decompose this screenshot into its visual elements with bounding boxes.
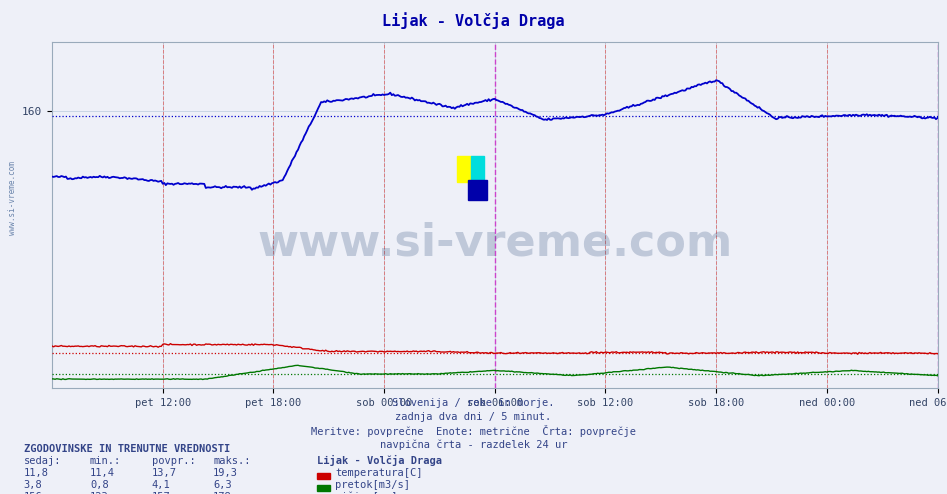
Text: 11,4: 11,4: [90, 468, 115, 478]
Text: 13,7: 13,7: [152, 468, 176, 478]
Text: 4,1: 4,1: [152, 480, 170, 490]
Text: 178: 178: [213, 492, 232, 494]
Text: 156: 156: [24, 492, 43, 494]
Text: www.si-vreme.com: www.si-vreme.com: [258, 221, 732, 264]
Text: 3,8: 3,8: [24, 480, 43, 490]
Text: Meritve: povprečne  Enote: metrične  Črta: povprečje: Meritve: povprečne Enote: metrične Črta:…: [311, 425, 636, 437]
Text: Lijak - Volčja Draga: Lijak - Volčja Draga: [317, 455, 442, 466]
Text: Slovenija / reke in morje.: Slovenija / reke in morje.: [392, 398, 555, 408]
Text: pretok[m3/s]: pretok[m3/s]: [335, 480, 410, 490]
Text: www.si-vreme.com: www.si-vreme.com: [8, 161, 17, 235]
Text: zadnja dva dni / 5 minut.: zadnja dva dni / 5 minut.: [396, 412, 551, 421]
Text: povpr.:: povpr.:: [152, 456, 195, 466]
Text: maks.:: maks.:: [213, 456, 251, 466]
Text: sedaj:: sedaj:: [24, 456, 62, 466]
Text: ZGODOVINSKE IN TRENUTNE VREDNOSTI: ZGODOVINSKE IN TRENUTNE VREDNOSTI: [24, 444, 230, 454]
Text: 0,8: 0,8: [90, 480, 109, 490]
Text: min.:: min.:: [90, 456, 121, 466]
Text: Lijak - Volčja Draga: Lijak - Volčja Draga: [383, 12, 564, 29]
Text: 123: 123: [90, 492, 109, 494]
Text: 157: 157: [152, 492, 170, 494]
Text: navpična črta - razdelek 24 ur: navpična črta - razdelek 24 ur: [380, 439, 567, 450]
Text: višina[cm]: višina[cm]: [335, 492, 398, 494]
Text: temperatura[C]: temperatura[C]: [335, 468, 422, 478]
Text: 11,8: 11,8: [24, 468, 48, 478]
Text: 6,3: 6,3: [213, 480, 232, 490]
Text: 19,3: 19,3: [213, 468, 238, 478]
